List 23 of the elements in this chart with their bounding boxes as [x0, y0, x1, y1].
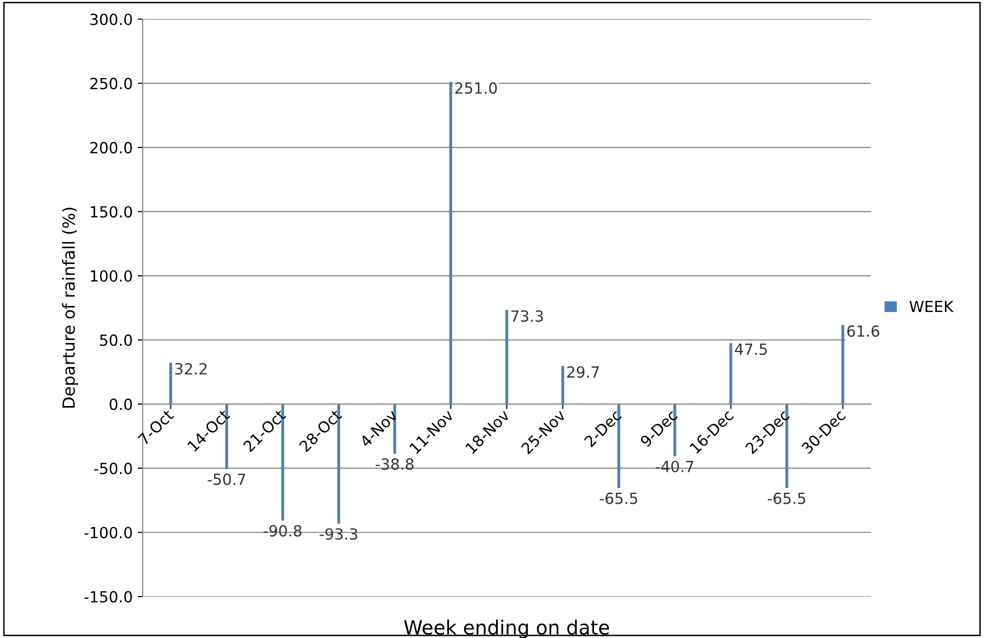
y-tick-label: 100.0	[90, 270, 132, 282]
text: -65.5	[768, 492, 806, 504]
text: -50.7	[208, 474, 246, 486]
y-tick-label: 0.0	[110, 398, 132, 410]
y-tick-label: -50.0	[94, 462, 132, 474]
y-tick-label: -100.0	[84, 526, 132, 538]
text: 251.0	[455, 82, 497, 94]
y-tick-label: 250.0	[90, 78, 132, 90]
y-tick-label: 50.0	[100, 334, 132, 346]
y-tick-label: 150.0	[90, 206, 132, 218]
text: 32.2	[175, 363, 207, 375]
y-tick-label: 200.0	[90, 142, 132, 154]
text: 61.6	[847, 325, 880, 337]
x-axis-title: Week ending on date	[404, 620, 610, 638]
text: -38.8	[376, 458, 414, 470]
text: 29.7	[567, 366, 599, 378]
legend-label: WEEK	[910, 300, 954, 312]
text: -65.5	[600, 492, 638, 504]
y-axis-title: Departure of rainfall (%)	[62, 208, 78, 408]
text: 47.5	[734, 344, 767, 355]
y-tick-label: 300.0	[90, 14, 132, 26]
text: 73.3	[511, 310, 543, 322]
y-tick-label: -150.0	[84, 590, 132, 603]
